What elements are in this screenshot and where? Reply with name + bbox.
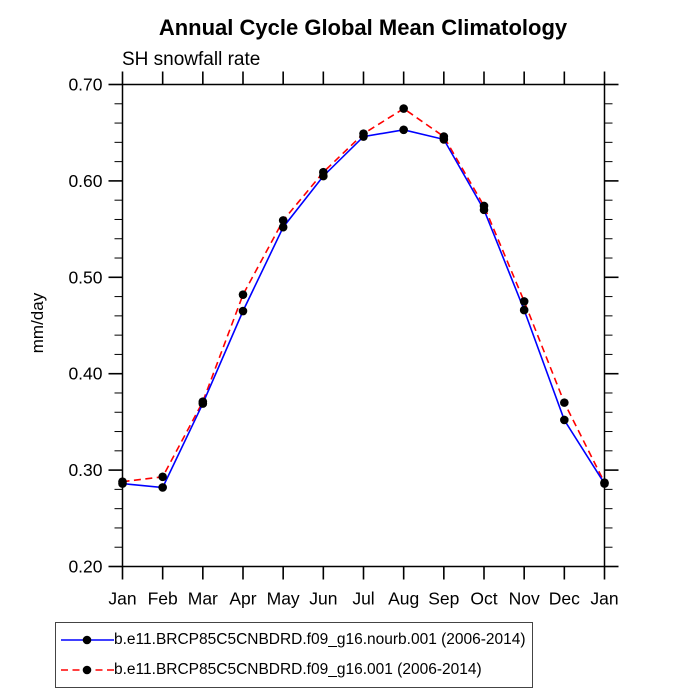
x-tick-label: Jun <box>309 589 337 609</box>
x-tick-label: Jul <box>352 589 374 609</box>
x-tick-label: Mar <box>188 589 218 609</box>
y-tick-label: 0.60 <box>68 171 102 191</box>
chart-subtitle: SH snowfall rate <box>122 49 261 70</box>
data-point-marker <box>479 201 489 211</box>
data-point-marker <box>439 132 449 141</box>
x-tick-label: Jan <box>590 589 618 609</box>
y-tick-label: 0.30 <box>68 460 102 480</box>
series-line-dashed <box>122 107 606 483</box>
legend-label: b.e11.BRCP85C5CNBDRD.f09_g16.001 (2006-2… <box>114 661 482 678</box>
x-tick-label: Nov <box>509 589 540 609</box>
y-tick-label: 0.50 <box>68 267 102 287</box>
legend-label: b.e11.BRCP85C5CNBDRD.f09_g16.nourb.001 (… <box>114 631 526 648</box>
data-point-marker <box>118 477 127 486</box>
data-point-marker <box>359 129 368 138</box>
data-point-marker <box>560 415 569 425</box>
data-point-marker <box>158 483 167 492</box>
data-point-marker <box>519 297 529 306</box>
data-point-marker <box>319 167 328 177</box>
data-point-marker <box>198 397 208 406</box>
x-tick-label: Sep <box>428 589 459 609</box>
legend-marker-icon <box>82 635 92 645</box>
data-point-marker <box>399 125 408 135</box>
plot-area: 0.70 0.60 0.50 0.40 0.30 0.20 Jan Feb Mar Apr May J… <box>68 71 619 609</box>
data-point-marker <box>238 306 248 316</box>
data-point-marker <box>560 398 569 407</box>
data-point-marker <box>399 104 408 113</box>
data-point-marker <box>278 222 288 232</box>
legend: b.e11.BRCP85C5CNBDRD.f09_g16.nourb.001 (… <box>55 622 533 688</box>
x-tick-label: Feb <box>148 589 178 609</box>
x-tick-label: Oct <box>470 589 497 609</box>
x-tick-label: Dec <box>549 589 580 609</box>
y-tick-label: 0.20 <box>68 557 102 577</box>
data-point-marker <box>600 478 609 487</box>
legend-line-sample-dashed <box>61 665 114 675</box>
data-point-marker <box>278 216 288 225</box>
legend-line-sample-solid <box>61 635 114 645</box>
x-tick-label: Apr <box>229 589 256 609</box>
data-point-marker <box>238 290 248 299</box>
legend-entry: b.e11.BRCP85C5CNBDRD.f09_g16.001 (2006-2… <box>61 655 532 685</box>
x-tick-label: May <box>267 589 300 609</box>
legend-marker-icon <box>82 665 92 675</box>
y-tick-label: 0.70 <box>68 75 102 95</box>
plot-frame <box>121 83 606 568</box>
chart-title: Annual Cycle Global Mean Climatology <box>158 15 568 40</box>
data-point-marker <box>158 472 167 482</box>
data-point-marker <box>519 305 529 315</box>
x-tick-label: Jan <box>108 589 136 609</box>
series-line-solid <box>122 128 606 489</box>
legend-entry: b.e11.BRCP85C5CNBDRD.f09_g16.nourb.001 (… <box>61 625 532 655</box>
x-tick-label: Aug <box>388 589 419 609</box>
y-tick-label: 0.40 <box>68 364 102 384</box>
